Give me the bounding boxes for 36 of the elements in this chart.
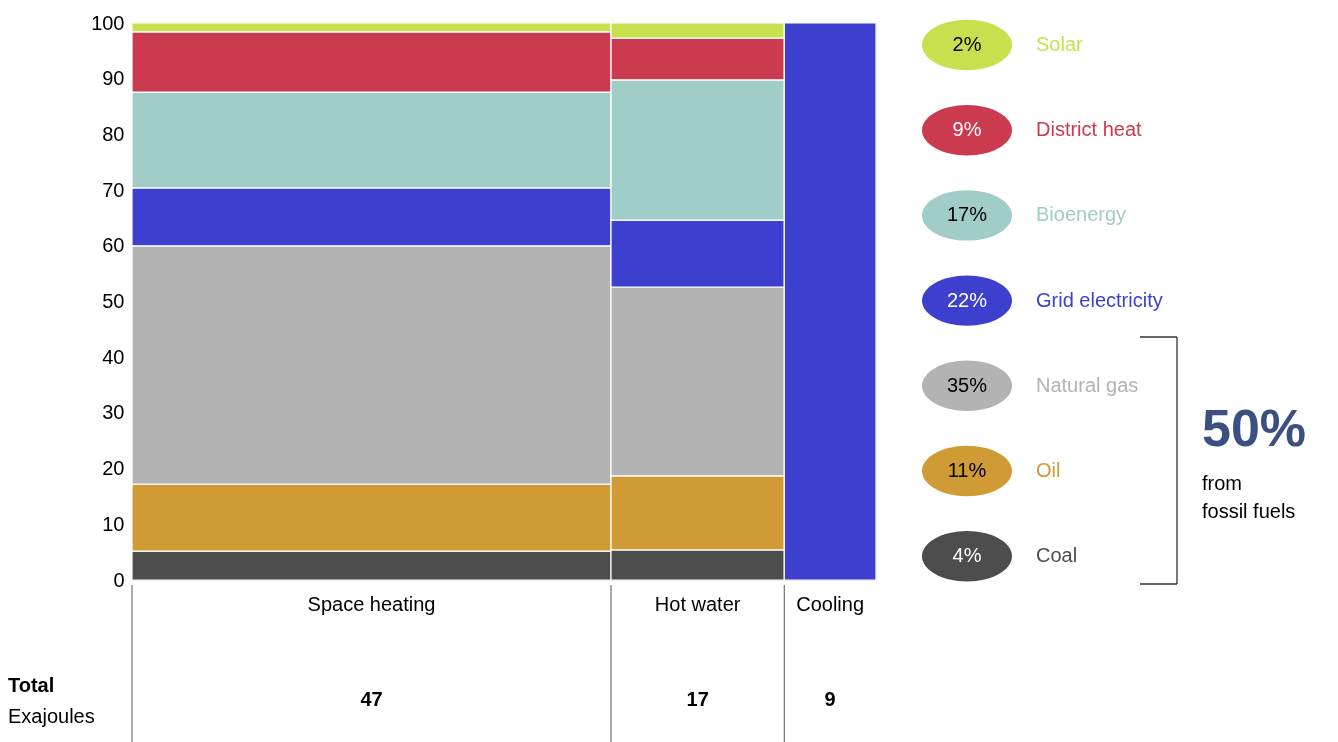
- text: 50%: [1202, 399, 1307, 457]
- text: 17: [686, 688, 709, 710]
- y-tick-label: 90: [102, 67, 125, 90]
- text: District heat: [1036, 118, 1143, 141]
- text: 47: [360, 688, 383, 710]
- y-tick-label: 100: [91, 11, 125, 34]
- y-tick-label: 80: [102, 122, 125, 145]
- text: 11%: [947, 459, 987, 481]
- text: 4%: [952, 544, 982, 567]
- text: Bioenergy: [1036, 203, 1127, 226]
- y-tick-label: 50: [102, 290, 125, 312]
- text: 17%: [946, 203, 988, 226]
- x-tick-label: Cooling: [796, 593, 865, 615]
- text: 9: [824, 688, 836, 710]
- text: 9%: [952, 118, 982, 141]
- text: Solar: [1036, 33, 1084, 55]
- y-tick-label: 20: [102, 457, 125, 480]
- text: Exajoules: [8, 705, 95, 727]
- x-tick-label: Space heating: [307, 593, 436, 615]
- x-tick-label: Hot water: [654, 593, 741, 615]
- text: 22%: [946, 288, 988, 311]
- y-tick-label: 30: [102, 401, 125, 424]
- y-tick-label: 0: [113, 568, 125, 591]
- text: 2%: [952, 33, 982, 55]
- text: Natural gas: [1036, 373, 1139, 396]
- text: 35%: [946, 373, 988, 396]
- text: fossil fuels: [1202, 500, 1296, 522]
- y-tick-label: 60: [102, 234, 125, 257]
- y-tick-label: 40: [102, 345, 125, 368]
- text: Coal: [1036, 544, 1078, 567]
- y-tick-label: 10: [102, 512, 125, 535]
- text: from: [1202, 472, 1242, 494]
- text: Grid electricity: [1036, 288, 1163, 311]
- y-tick-label: 70: [102, 178, 125, 201]
- text: Total: [8, 674, 55, 696]
- text: Oil: [1036, 459, 1061, 481]
